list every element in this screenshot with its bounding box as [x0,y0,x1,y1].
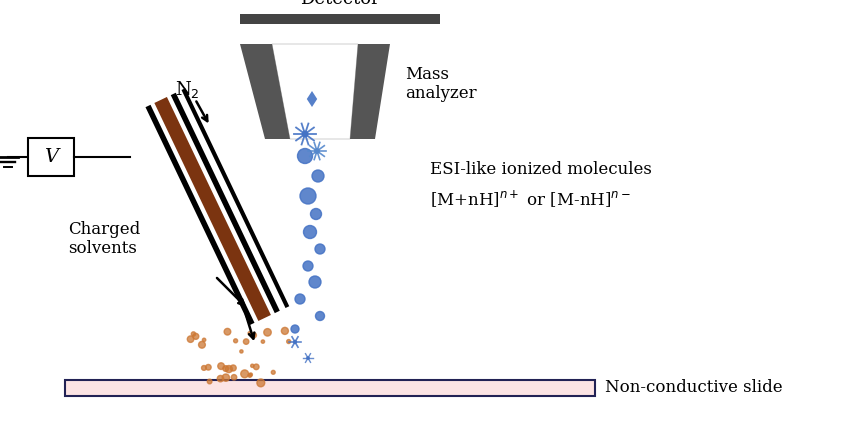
Circle shape [207,379,212,384]
Circle shape [244,339,249,344]
Circle shape [248,374,252,377]
Circle shape [282,327,288,335]
Circle shape [217,375,223,382]
Circle shape [257,379,265,387]
Circle shape [287,340,291,343]
Circle shape [241,370,249,378]
Circle shape [261,340,265,343]
Circle shape [264,329,272,336]
Text: [M+nH]$^{n+}$ or [M-nH]$^{n-}$: [M+nH]$^{n+}$ or [M-nH]$^{n-}$ [430,188,631,209]
Circle shape [225,365,233,373]
Circle shape [249,373,252,376]
Polygon shape [272,44,358,139]
Circle shape [206,365,212,370]
Circle shape [201,365,206,370]
Bar [65,380,595,396]
Circle shape [303,261,313,271]
Circle shape [304,226,316,238]
Circle shape [316,312,325,321]
Circle shape [251,332,256,338]
Circle shape [193,333,199,339]
Circle shape [222,374,229,381]
Polygon shape [350,44,390,139]
Circle shape [248,332,251,335]
Text: Mass
analyzer: Mass analyzer [405,66,476,102]
Circle shape [272,371,275,374]
Circle shape [302,131,308,137]
Circle shape [309,276,321,288]
Polygon shape [240,44,290,139]
Circle shape [231,374,237,380]
Bar [28,138,74,176]
Circle shape [315,244,325,254]
Polygon shape [307,91,317,107]
Circle shape [254,364,259,370]
Circle shape [222,365,228,371]
Circle shape [191,332,195,336]
Circle shape [291,325,299,333]
Circle shape [312,170,324,182]
Circle shape [295,294,305,304]
Circle shape [294,340,296,343]
Text: Non-conductive slide: Non-conductive slide [605,379,783,396]
Circle shape [230,365,236,371]
Circle shape [202,338,206,342]
Circle shape [224,328,231,335]
Text: N$_2$: N$_2$ [175,78,200,100]
Bar [66,381,594,395]
Circle shape [233,339,238,343]
Circle shape [199,341,206,348]
Text: ESI-like ionized molecules: ESI-like ionized molecules [430,161,652,178]
Circle shape [187,336,194,343]
Circle shape [298,148,312,164]
Circle shape [307,357,310,359]
Text: Charged
solvents: Charged solvents [68,221,140,257]
Circle shape [217,363,224,369]
Circle shape [310,209,321,220]
Circle shape [315,149,319,153]
Circle shape [300,188,316,204]
Circle shape [239,350,243,353]
Text: V: V [44,148,58,166]
Circle shape [250,364,254,368]
Text: Detector: Detector [300,0,380,8]
Bar [240,14,440,24]
